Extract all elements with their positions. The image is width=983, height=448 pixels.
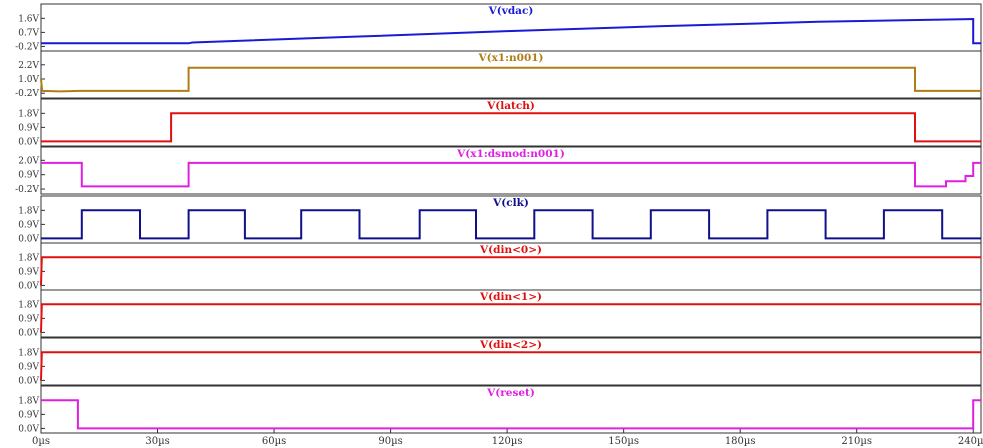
x-tick-label: 120µs [492,436,523,447]
trace-title[interactable]: V(din<2>) [479,339,542,351]
panel-v-din-2: V(din<2>) 1.8V 0.9V 0.0V [18,337,982,386]
trace-v-din-0[interactable] [40,256,981,286]
y-tick-label: 0.9V [18,220,39,230]
trace-v-vdac[interactable] [41,17,981,45]
panel-v-x1-dsmod-n001: V(x1:dsmod:n001) 2.0V 0.9V -0.2V [15,146,982,195]
trace-title[interactable]: V(reset) [486,387,535,399]
panel-v-reset: V(reset) 1.8V 0.9V 0.0V [18,385,982,434]
trace-v-din-1[interactable] [40,303,981,333]
y-tick-label: -0.2V [15,185,39,195]
y-tick-label: 1.6V [18,14,39,24]
x-tick-label: 0µs [32,436,50,447]
trace-title[interactable]: V(vdac) [488,5,534,17]
y-tick-label: 1.8V [18,348,39,358]
trace-title[interactable]: V(x1:dsmod:n001) [456,148,565,160]
panel-v-vdac: V(vdac) 1.6V 0.7V -0.2V [15,3,982,52]
y-tick-label: 1.8V [18,253,39,263]
y-tick-label: 0.0V [18,137,39,147]
panel-frame [40,385,982,434]
y-tick-label: 0.9V [18,410,39,420]
y-tick-label: 0.0V [18,424,39,434]
trace-v-x1-n001[interactable] [40,66,981,93]
y-tick-label: 2.2V [18,61,39,71]
y-tick-label: 0.0V [18,376,39,386]
x-tick-label: 180µs [725,436,756,447]
y-tick-label: -0.2V [15,89,39,99]
y-tick-label: 2.0V [18,156,39,166]
panel-frame [40,50,982,99]
trace-v-reset[interactable] [41,399,981,430]
panel-v-clk: V(clk) 1.8V 0.9V 0.0V [18,195,982,244]
x-tick-label: 240µs [958,436,983,447]
y-tick-label: 0.9V [18,267,39,277]
x-tick-label: 150µs [608,436,639,447]
waveform-panels: V(vdac) 1.6V 0.7V -0.2V V(x1:n001) 2.2V 1.0V -0… [15,3,982,434]
y-tick-label: 1.8V [18,109,39,119]
y-tick-label: 1.0V [18,75,39,85]
trace-title[interactable]: V(din<0>) [479,244,542,256]
y-tick-label: 1.8V [18,396,39,406]
trace-v-din-2[interactable] [40,351,981,381]
y-tick-label: 0.9V [18,362,39,372]
trace-v-clk[interactable] [41,209,981,240]
y-tick-label: 0.7V [18,28,39,38]
y-tick-label: 0.0V [18,234,39,244]
y-tick-label: 1.8V [18,300,39,310]
x-tick-label: 90µs [378,436,402,447]
panel-v-din-0: V(din<0>) 1.8V 0.9V 0.0V [18,242,982,291]
time-axis: 0µs 30µs 60µs 90µs 120µs 150µs 180µs 210µs 240µs [32,429,983,447]
x-tick-label: 210µs [841,436,872,447]
panel-frame [40,98,982,147]
y-tick-label: -0.2V [15,42,39,52]
panel-frame [40,146,982,195]
x-tick-label: 60µs [262,436,286,447]
y-tick-label: 0.9V [18,314,39,324]
y-tick-label: 0.0V [18,281,39,291]
trace-title[interactable]: V(latch) [486,100,535,112]
panel-v-din-1: V(din<1>) 1.8V 0.9V 0.0V [18,289,982,338]
y-tick-label: 0.9V [18,171,39,181]
trace-title[interactable]: V(clk) [492,197,529,209]
panel-v-latch: V(latch) 1.8V 0.9V 0.0V [18,98,982,147]
y-tick-label: 0.9V [18,123,39,133]
trace-title[interactable]: V(x1:n001) [477,52,543,64]
y-tick-label: 0.0V [18,328,39,338]
y-tick-label: 1.8V [18,206,39,216]
trace-title[interactable]: V(din<1>) [479,291,542,303]
x-tick-label: 30µs [145,436,169,447]
trace-v-latch[interactable] [41,112,981,143]
trace-v-x1-dsmod-n001[interactable] [41,161,981,188]
panel-v-x1-n001: V(x1:n001) 2.2V 1.0V -0.2V [15,50,982,99]
